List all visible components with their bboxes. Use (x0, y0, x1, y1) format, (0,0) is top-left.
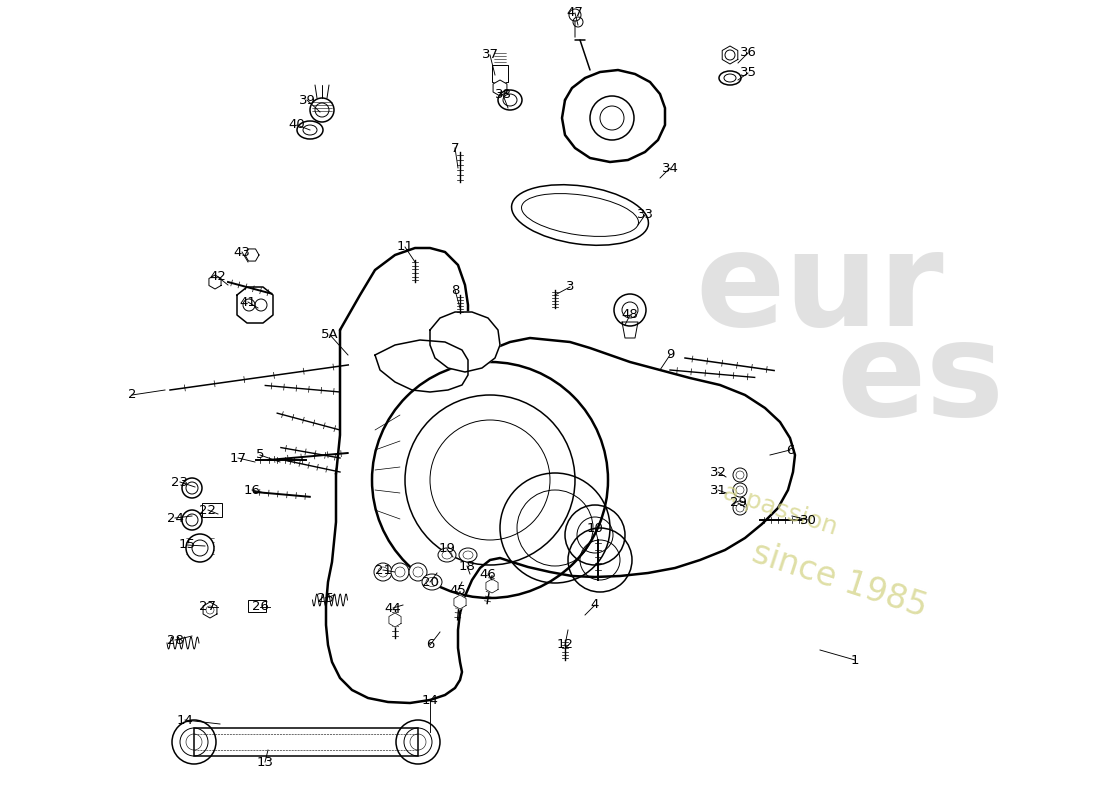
Circle shape (374, 563, 392, 581)
Text: 27: 27 (199, 601, 217, 614)
Bar (202, 503, 222, 517)
Text: 46: 46 (480, 567, 496, 581)
Polygon shape (236, 287, 273, 323)
Text: 16: 16 (243, 483, 261, 497)
Text: 5A: 5A (321, 329, 339, 342)
Text: 2: 2 (128, 389, 136, 402)
Text: 29: 29 (729, 497, 747, 510)
Text: 33: 33 (637, 209, 653, 222)
Text: 13: 13 (256, 755, 274, 769)
Text: 23: 23 (172, 475, 188, 489)
Text: 39: 39 (298, 94, 316, 106)
Circle shape (390, 563, 409, 581)
Text: 45: 45 (450, 583, 466, 597)
Ellipse shape (719, 71, 741, 85)
Circle shape (186, 534, 214, 562)
Text: 14: 14 (177, 714, 194, 726)
Text: 48: 48 (621, 309, 638, 322)
Text: eur: eur (695, 226, 944, 354)
Polygon shape (245, 249, 258, 261)
Text: 40: 40 (288, 118, 306, 131)
Polygon shape (621, 322, 638, 338)
Text: 11: 11 (396, 241, 414, 254)
Text: 38: 38 (495, 89, 512, 102)
Text: 25: 25 (317, 591, 333, 605)
Text: 20: 20 (421, 575, 439, 589)
Ellipse shape (422, 574, 442, 590)
Circle shape (733, 501, 747, 515)
Text: 28: 28 (166, 634, 184, 646)
Text: 14: 14 (421, 694, 439, 706)
Text: 9: 9 (666, 349, 674, 362)
Text: 7: 7 (451, 142, 460, 154)
Text: 5: 5 (255, 449, 264, 462)
Text: 47: 47 (566, 6, 583, 19)
Text: 15: 15 (178, 538, 196, 551)
Polygon shape (389, 613, 402, 627)
Circle shape (733, 483, 747, 497)
Polygon shape (209, 275, 221, 289)
Text: 10: 10 (586, 522, 604, 534)
Text: 6: 6 (785, 443, 794, 457)
Polygon shape (375, 340, 468, 392)
Text: 12: 12 (557, 638, 573, 651)
Bar (248, 600, 266, 612)
Text: 32: 32 (710, 466, 726, 478)
Text: 41: 41 (240, 295, 256, 309)
Polygon shape (486, 579, 498, 593)
Polygon shape (723, 46, 738, 64)
Bar (194, 728, 418, 756)
Text: 35: 35 (739, 66, 757, 79)
Text: 8: 8 (451, 283, 459, 297)
Text: since 1985: since 1985 (748, 536, 932, 624)
Polygon shape (204, 602, 217, 618)
Text: 17: 17 (230, 451, 246, 465)
Ellipse shape (297, 121, 323, 139)
Text: 31: 31 (710, 483, 726, 497)
Ellipse shape (512, 185, 648, 246)
Circle shape (409, 563, 427, 581)
Polygon shape (430, 312, 500, 372)
Polygon shape (492, 65, 508, 82)
Text: 36: 36 (739, 46, 757, 59)
Text: 18: 18 (459, 559, 475, 573)
Text: 34: 34 (661, 162, 679, 174)
Polygon shape (562, 70, 666, 162)
Ellipse shape (438, 548, 456, 562)
Text: 6: 6 (426, 638, 434, 651)
Text: 3: 3 (565, 281, 574, 294)
Text: 1: 1 (850, 654, 859, 666)
Circle shape (733, 468, 747, 482)
Text: 22: 22 (199, 503, 217, 517)
Text: 19: 19 (439, 542, 455, 555)
Polygon shape (326, 248, 795, 703)
Text: 44: 44 (385, 602, 402, 614)
Text: 42: 42 (210, 270, 227, 283)
Polygon shape (493, 80, 507, 96)
Text: 43: 43 (233, 246, 251, 258)
Text: 4: 4 (591, 598, 600, 611)
Text: 30: 30 (800, 514, 816, 526)
Ellipse shape (459, 548, 477, 562)
Polygon shape (454, 595, 466, 609)
Ellipse shape (498, 90, 522, 110)
Text: a passion: a passion (719, 480, 840, 540)
Text: 21: 21 (374, 563, 392, 577)
Text: 37: 37 (482, 49, 498, 62)
Text: 26: 26 (252, 601, 268, 614)
Text: es: es (836, 317, 1004, 443)
Text: 24: 24 (166, 511, 184, 525)
